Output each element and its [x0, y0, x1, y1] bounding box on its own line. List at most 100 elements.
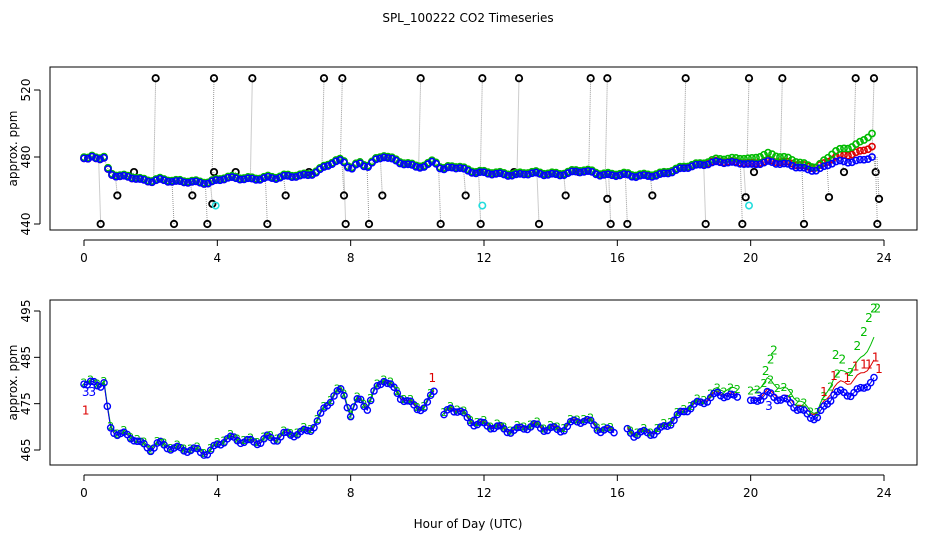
- filtered-marker-2: 2: [87, 373, 94, 386]
- raw-spike-line: [739, 162, 743, 225]
- filtered-marker-3: [786, 399, 795, 407]
- filtered-marker-3: [486, 424, 495, 433]
- raw-point-overlay-2: [760, 150, 768, 159]
- raw-spike-line: [153, 78, 157, 181]
- raw-spike-line: [876, 156, 880, 199]
- raw-point-overlay-3: [256, 175, 264, 184]
- raw-point-overlay-3: [680, 164, 688, 173]
- filtered-marker-3: [646, 431, 655, 439]
- raw-point-overlay-3: [200, 180, 208, 188]
- filtered-marker-3: [173, 442, 182, 451]
- filtered-marker-3: [503, 428, 512, 437]
- raw-point-overlay-3: [596, 171, 604, 180]
- filtered-y-tick-label: 495: [19, 300, 33, 323]
- raw-co2-panel: 0 4 8 12 16 20 24 440 480 520 approx. ppm: [6, 66, 918, 265]
- raw-point-overlay-3: [792, 163, 800, 172]
- raw-point-overlay-3: [396, 159, 404, 168]
- raw-point-overlay-3: [620, 170, 628, 179]
- filtered-outlier-2: 2: [770, 343, 778, 357]
- raw-point-overlay-3: [84, 154, 92, 163]
- raw-point-overlay-2: [772, 152, 780, 161]
- raw-point-overlay-3: [580, 167, 588, 176]
- filtered-marker-2: 2: [834, 367, 841, 380]
- filtered-outlier-2: 2: [767, 353, 775, 367]
- filtered-marker-3: [200, 451, 208, 459]
- filtered-outlier-2: 2: [839, 353, 847, 367]
- raw-point-overlay-3: [700, 161, 708, 170]
- raw-point-overlay-3: [532, 168, 540, 177]
- filtered-marker-2: 2: [761, 377, 768, 390]
- raw-point-overlay-2: [712, 154, 720, 163]
- raw-point-overlay-3: [416, 163, 424, 172]
- filtered-y-axis-label: approx. ppm: [6, 345, 20, 421]
- filtered-marker-2: 2: [587, 412, 594, 425]
- filtered-marker-3: [326, 398, 335, 407]
- filtered-marker-3: [390, 383, 398, 392]
- raw-point-overlay-3: [224, 173, 232, 182]
- filtered-marker-3: [726, 390, 735, 399]
- filtered-marker-2: 2: [381, 373, 388, 386]
- raw-point-overlay-3: [684, 164, 692, 173]
- filtered-outlier-2: 2: [854, 339, 862, 353]
- raw-outlier-point: [744, 74, 754, 83]
- filtered-marker-2: 2: [121, 424, 128, 437]
- filtered-marker-2: 2: [347, 408, 354, 421]
- filtered-marker-3: [556, 428, 565, 436]
- raw-spike-line: [463, 169, 467, 196]
- raw-point-overlay-3: [660, 169, 668, 178]
- raw-point-overlay-3: [560, 171, 568, 180]
- raw-x-tick-label: 4: [214, 251, 222, 265]
- filtered-x-tick-label: 8: [347, 486, 355, 500]
- raw-outlier-point: [738, 219, 747, 229]
- raw-outlier-point: [606, 219, 615, 229]
- filtered-marker-3: [583, 415, 592, 424]
- filtered-marker-2: 2: [141, 436, 148, 449]
- raw-spike-line: [746, 78, 750, 165]
- raw-point-overlay-3: [304, 171, 312, 180]
- filtered-outlier-3: 3: [765, 399, 773, 413]
- filtered-marker-2: 2: [421, 400, 428, 413]
- raw-point-overlay-3: [656, 170, 664, 178]
- raw-point-overlay-3: [100, 153, 108, 162]
- filtered-outlier-2: 2: [860, 325, 868, 339]
- filtered-marker-3: [753, 397, 762, 405]
- raw-point-overlay-3: [276, 173, 284, 182]
- raw-outlier-point: [741, 193, 750, 202]
- raw-point-overlay-3: [516, 169, 524, 178]
- raw-x-tick-label: 16: [610, 251, 625, 265]
- raw-point-overlay-3: [404, 160, 412, 169]
- raw-outlier-point: [701, 219, 710, 229]
- raw-spike-line: [478, 173, 482, 225]
- filtered-marker-3: [330, 392, 338, 400]
- raw-x-tick-label: 12: [476, 251, 491, 265]
- raw-point-overlay-3: [788, 161, 796, 170]
- filtered-marker-2: 2: [107, 420, 114, 433]
- raw-point-overlay-3: [432, 159, 440, 168]
- filtered-marker-2: 2: [521, 420, 528, 433]
- raw-point-overlay-3: [472, 169, 480, 178]
- raw-point-overlay-3: [188, 178, 196, 186]
- raw-spike-line: [171, 181, 175, 225]
- raw-point-overlay-3: [88, 152, 96, 161]
- raw-point-overlay-2: [800, 159, 808, 167]
- raw-plot-frame: [49, 66, 918, 231]
- raw-outlier-point: [623, 219, 632, 229]
- raw-point-overlay-3: [536, 169, 544, 178]
- raw-point-overlay-3: [692, 160, 700, 169]
- filtered-marker-2: 2: [747, 385, 754, 398]
- raw-y-tick-label: 440: [19, 213, 33, 236]
- raw-point-overlay-3: [624, 170, 632, 179]
- filtered-outlier-3: 3: [89, 385, 97, 399]
- raw-spike-line: [871, 78, 875, 158]
- raw-point-overlay-3: [648, 172, 656, 181]
- raw-spike-line: [479, 78, 483, 174]
- raw-spike-line: [536, 174, 540, 225]
- raw-outlier-point: [476, 219, 485, 229]
- filtered-marker-2: 2: [161, 437, 168, 450]
- filtered-marker-2: 2: [767, 374, 774, 387]
- raw-spike-line: [339, 78, 343, 162]
- raw-point-overlay-3: [348, 164, 356, 173]
- raw-point-overlay-3: [856, 155, 864, 164]
- raw-outlier-point: [749, 167, 759, 177]
